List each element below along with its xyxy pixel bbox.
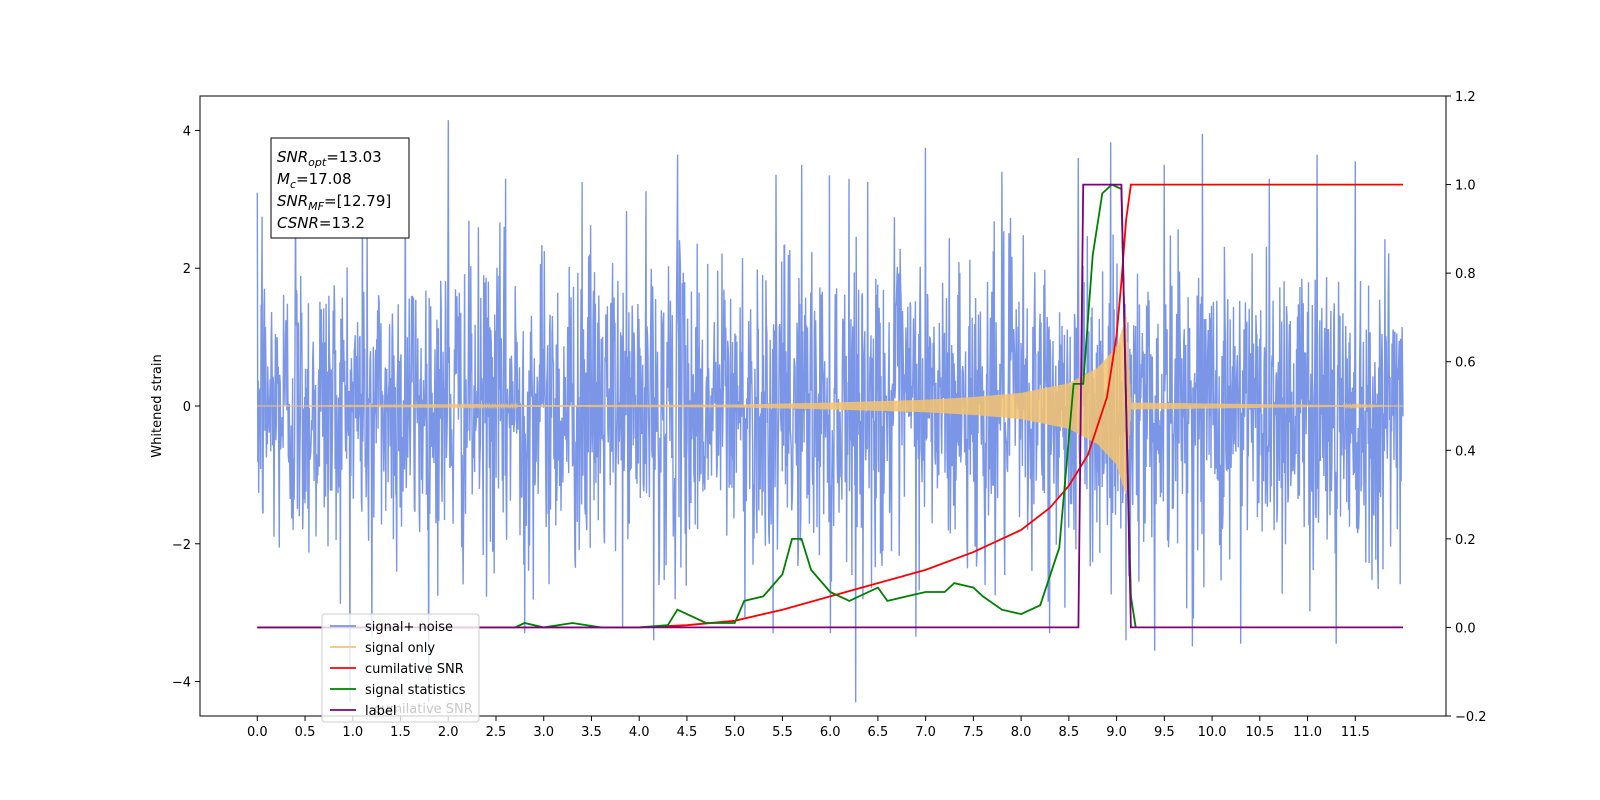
series-line [257,183,1137,629]
x-tick-label: 4.5 [677,725,698,740]
x-tick-label: 4.0 [629,725,650,740]
x-tick-label: 10.5 [1245,725,1274,740]
x-tick-label: 6.0 [820,725,841,740]
annotation-line: CSNR=13.2 [277,214,365,232]
series-label [257,183,1403,629]
annotation-line: Mc=17.08 [277,170,352,191]
x-tick-label: 9.5 [1154,725,1175,740]
legend-box [321,613,480,723]
x-tick-label: 10.0 [1198,725,1227,740]
x-axis: 0.0 0.5 1.0 1.5 2.0 2.5 3.0 3.5 4.0 4.5 5.0 5.5 6.0 6… [247,716,1370,740]
annotation-subscript: opt [308,156,327,169]
legend-entry: cumilative SNR [330,662,464,677]
y2-tick-label: 0.8 [1455,267,1476,282]
x-tick-label: 8.5 [1059,725,1080,740]
y2-tick-label: 0.2 [1455,533,1476,548]
y-tick-label: 2 [183,262,191,277]
y-tick-label: 4 [183,124,191,139]
y2-tick-label: 0.4 [1455,444,1476,459]
legend-entry: signal+ noise [330,620,453,635]
x-tick-label: 6.5 [868,725,889,740]
annotation-subscript: c [290,178,296,191]
legend: cumilative SNR signal+ noise signal only cu… [321,613,480,723]
annotation-symbol: CSNR [277,214,319,232]
series-line [256,120,1404,703]
series-line [257,183,1403,629]
x-tick-label: 2.5 [486,725,507,740]
x-tick-label: 5.5 [772,725,793,740]
annotation-subscript: MF [308,200,324,213]
x-tick-label: 3.5 [581,725,602,740]
y2-tick-label: 1.0 [1455,179,1476,194]
x-tick-label: 11.0 [1293,725,1322,740]
y2-axis: −0.2 0.0 0.2 0.4 0.6 0.8 1.0 1.2 [1446,90,1487,725]
series-layer [256,120,1404,703]
legend-ghost-text: cumilative SNR [374,702,473,717]
annotation-line: SNRMF=[12.79] [277,192,391,213]
annotation-value: =13.2 [319,214,365,232]
annotation-symbol: M [277,170,290,188]
annotation-value: =[12.79] [324,192,391,210]
x-tick-label: 7.5 [963,725,984,740]
y-tick-label: −2 [172,538,191,553]
series-line [257,316,1403,495]
series-signal-statistics [257,183,1137,629]
x-tick-label: 5.0 [724,725,745,740]
x-tick-label: 8.0 [1011,725,1032,740]
series-line [257,183,1403,629]
series-signal-noise [256,120,1404,703]
x-tick-label: 9.0 [1106,725,1127,740]
x-tick-label: 11.5 [1341,725,1370,740]
legend-label: signal+ noise [365,620,453,635]
x-tick-label: 0.0 [247,725,268,740]
annotation-line: SNRopt=13.03 [277,148,382,169]
annotation-symbol: SNR [277,148,308,166]
y2-tick-label: 1.2 [1455,90,1476,105]
legend-label: signal statistics [365,683,466,698]
legend-label: cumilative SNR [365,662,464,677]
legend-entry: signal statistics [330,683,466,698]
y-axis-label: Whitened strain [150,354,165,457]
annotation-symbol: SNR [277,192,308,210]
y-tick-label: 0 [183,400,191,415]
y2-tick-label: 0.6 [1455,356,1476,371]
annotation-value: =13.03 [326,148,382,166]
series-signal-only [257,316,1403,495]
x-tick-label: 2.0 [438,725,459,740]
y-tick-label: −4 [172,676,191,691]
series-cumilative-snr [257,183,1403,629]
x-tick-label: 1.5 [390,725,411,740]
legend-label: signal only [365,641,435,656]
x-tick-label: 3.0 [533,725,554,740]
y2-tick-label: 0.0 [1455,621,1476,636]
y2-tick-label: −0.2 [1455,710,1487,725]
x-tick-label: 0.5 [295,725,316,740]
y-axis: −4 −2 0 2 4 [172,124,200,691]
x-tick-label: 7.0 [915,725,936,740]
legend-entry: signal only [330,641,435,656]
annotation-value: =17.08 [296,170,352,188]
legend-label: label [365,704,396,719]
legend-entry: label [330,704,396,719]
x-tick-label: 1.0 [342,725,363,740]
stats-annotation: SNRopt=13.03Mc=17.08SNRMF=[12.79]CSNR=13… [270,137,410,239]
annotation-box [270,137,410,239]
